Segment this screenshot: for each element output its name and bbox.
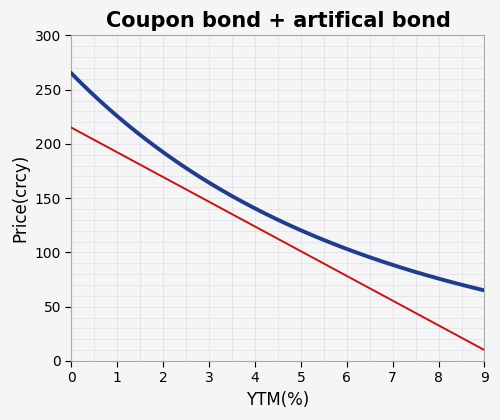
- X-axis label: YTM(%): YTM(%): [246, 391, 310, 409]
- Title: Coupon bond + artifical bond: Coupon bond + artifical bond: [106, 11, 451, 31]
- Y-axis label: Price(crcy): Price(crcy): [11, 154, 29, 242]
